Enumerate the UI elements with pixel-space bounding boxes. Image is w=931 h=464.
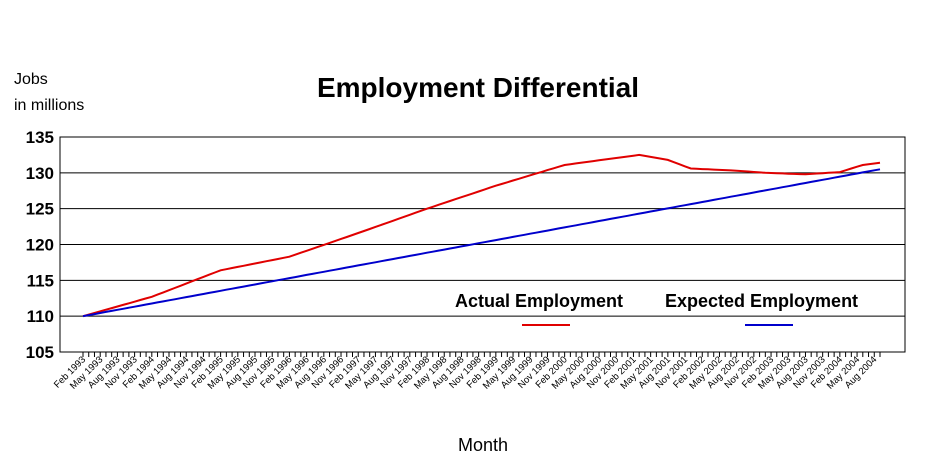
y-tick-labels: 105 110 115 120 125 130 135 [26, 128, 54, 362]
legend-label-expected: Expected Employment [665, 291, 858, 311]
y-tick-label: 115 [27, 271, 54, 290]
legend-label-actual: Actual Employment [455, 291, 623, 311]
y-axis-label-line1: Jobs [14, 71, 48, 88]
chart-title: Employment Differential [317, 72, 639, 103]
y-tick-label: 130 [26, 164, 54, 183]
series-lines [82, 153, 881, 318]
y-axis-label-line2: in millions [14, 97, 84, 114]
x-tick-marks [82, 352, 881, 357]
actual-employment-line [82, 153, 881, 318]
expected-employment-line [82, 168, 881, 318]
y-tick-label: 125 [26, 200, 54, 219]
x-axis-label: Month [458, 435, 508, 455]
y-tick-label: 120 [26, 236, 54, 255]
y-tick-label: 110 [27, 307, 54, 326]
y-tick-label: 105 [26, 343, 54, 362]
y-tick-label: 135 [26, 128, 54, 147]
